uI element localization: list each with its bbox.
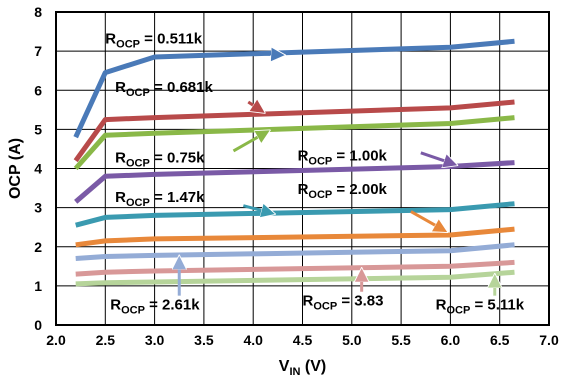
- series-layer: [73, 38, 515, 287]
- annotations: ROCP = 0.511k ROCP = 0.681k ROCP = 0.75k RO…: [105, 30, 524, 316]
- x-tick-label: 2.5: [96, 332, 116, 348]
- x-tick-label: 6.0: [441, 332, 461, 348]
- series-line: [75, 259, 515, 277]
- x-axis-label-unit: (V): [300, 358, 326, 375]
- y-tick-label: 6: [34, 82, 42, 98]
- annotation-label: ROCP = 1.47k: [115, 189, 205, 209]
- series-line: [73, 99, 515, 163]
- x-axis-label-sub: IN: [289, 366, 300, 378]
- annotation-arrow: [242, 206, 273, 214]
- annotation-arrow: [232, 131, 268, 153]
- x-axis-label-main: V: [279, 358, 290, 375]
- series-line: [75, 226, 515, 248]
- y-tick-label: 0: [34, 317, 42, 333]
- annotation-label: ROCP = 0.681k: [115, 79, 213, 99]
- x-tick-label: 5.5: [391, 332, 411, 348]
- annotation-arrow: [420, 151, 456, 165]
- y-tick-label: 1: [34, 278, 42, 294]
- annotation-label: ROCP = 0.511k: [105, 30, 202, 50]
- x-tick-label: 2.0: [46, 332, 66, 348]
- series-line: [75, 201, 515, 228]
- y-tick-label: 3: [34, 200, 42, 216]
- annotation-label: ROCP = 0.75k: [115, 150, 205, 170]
- series-line: [74, 160, 515, 204]
- annotation-label: ROCP = 3.83: [303, 292, 384, 312]
- x-axis-label: VIN (V): [279, 358, 326, 378]
- x-tick-label: 4.5: [293, 332, 313, 348]
- plot-frame: [55, 11, 550, 326]
- x-tick-label: 7.0: [539, 332, 559, 348]
- annotation-arrow: [247, 102, 263, 112]
- x-tick-label: 3.0: [145, 332, 165, 348]
- annotation-label: ROCP = 2.00k: [298, 181, 388, 201]
- annotation-label: ROCP = 5.11k: [436, 296, 525, 316]
- y-tick-label: 5: [34, 121, 42, 137]
- annotation-arrow: [410, 210, 446, 232]
- y-tick-label: 2: [34, 239, 42, 255]
- y-axis-label: OCP (A): [7, 138, 24, 199]
- series-line: [73, 38, 515, 139]
- annotation-label: ROCP = 2.61k: [110, 296, 200, 316]
- series-line: [75, 269, 515, 287]
- x-tick-label: 4.0: [243, 332, 263, 348]
- ticks: 2.0 2.5 3.0 3.5 4.0 4.5 5.0 5.5 6.0 6.5 7.0 0 1 2 3 4 5 6…: [34, 4, 559, 348]
- x-tick-label: 6.5: [490, 332, 510, 348]
- annotation-label: ROCP = 1.00k: [298, 148, 388, 168]
- y-tick-label: 7: [34, 43, 42, 59]
- x-tick-label: 5.0: [342, 332, 362, 348]
- series-line: [75, 242, 515, 261]
- annotation-arrow: [245, 53, 282, 55]
- y-tick-label: 4: [34, 161, 42, 177]
- x-tick-label: 3.5: [194, 332, 214, 348]
- series-line: [73, 115, 515, 171]
- y-tick-label: 8: [34, 4, 42, 20]
